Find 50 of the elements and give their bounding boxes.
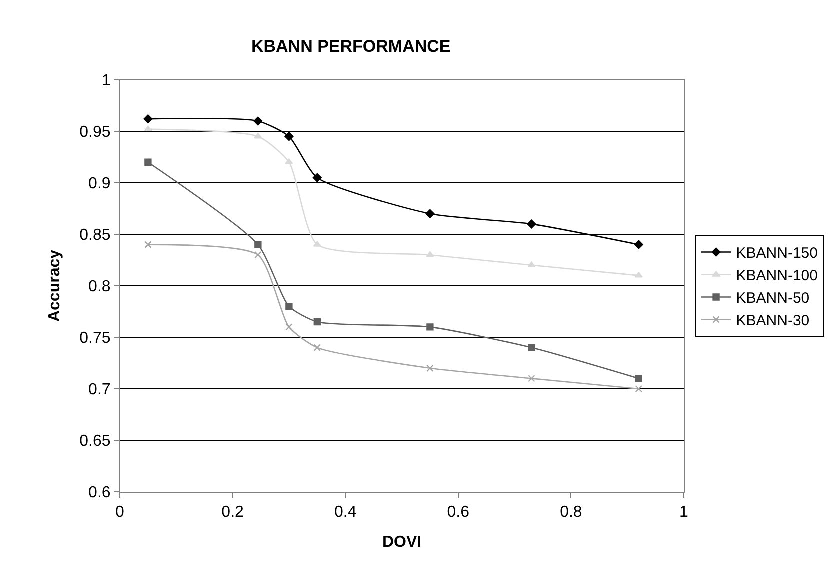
point — [426, 252, 434, 258]
point — [254, 116, 263, 126]
y-tick-label: 0.85 — [80, 227, 111, 244]
y-tick-label: 0.75 — [80, 330, 111, 348]
point — [635, 385, 642, 393]
legend-label: KBANN-50 — [736, 290, 810, 308]
chart-title: KBANN PERFORMANCE — [251, 36, 451, 56]
point — [144, 241, 152, 248]
point — [286, 303, 293, 310]
point — [634, 240, 644, 250]
point — [144, 158, 152, 166]
point — [634, 272, 643, 278]
point — [254, 252, 262, 259]
point — [312, 173, 322, 182]
point — [528, 262, 536, 268]
y-tick-label: 0.95 — [80, 124, 111, 142]
point — [635, 375, 642, 382]
point — [527, 220, 536, 229]
point — [144, 114, 153, 124]
legend-label: KBANN-100 — [736, 268, 818, 285]
x-tick-label: 1 — [680, 504, 689, 522]
point — [528, 344, 536, 352]
point — [254, 133, 262, 139]
y-tick-label: 0.9 — [88, 176, 111, 193]
point — [144, 126, 152, 132]
y-tick-label: 0.6 — [88, 484, 111, 502]
x-tick-label: 0 — [116, 504, 125, 522]
y-axis-title: Accuracy — [46, 250, 64, 322]
x-tick-label: 0.8 — [560, 504, 582, 522]
point — [314, 318, 321, 326]
legend-label: KBANN-30 — [736, 312, 810, 330]
y-tick-label: 0.65 — [80, 433, 111, 450]
point — [426, 324, 434, 331]
x-tick-label: 0.4 — [334, 504, 357, 522]
point — [254, 241, 262, 248]
y-tick-label: 1 — [102, 72, 111, 90]
point — [528, 375, 536, 382]
point — [286, 324, 293, 331]
x-tick-label: 0.6 — [447, 504, 470, 522]
legend-label: KBANN-150 — [736, 245, 818, 262]
point — [314, 344, 321, 352]
point — [313, 241, 322, 247]
point — [285, 158, 294, 164]
point — [426, 209, 435, 218]
point — [284, 132, 294, 142]
x-tick-label: 0.2 — [222, 504, 244, 522]
x-axis-title: DOVI — [382, 534, 422, 551]
point — [426, 364, 434, 372]
y-tick-label: 0.8 — [88, 278, 111, 296]
y-tick-label: 0.7 — [88, 382, 111, 399]
